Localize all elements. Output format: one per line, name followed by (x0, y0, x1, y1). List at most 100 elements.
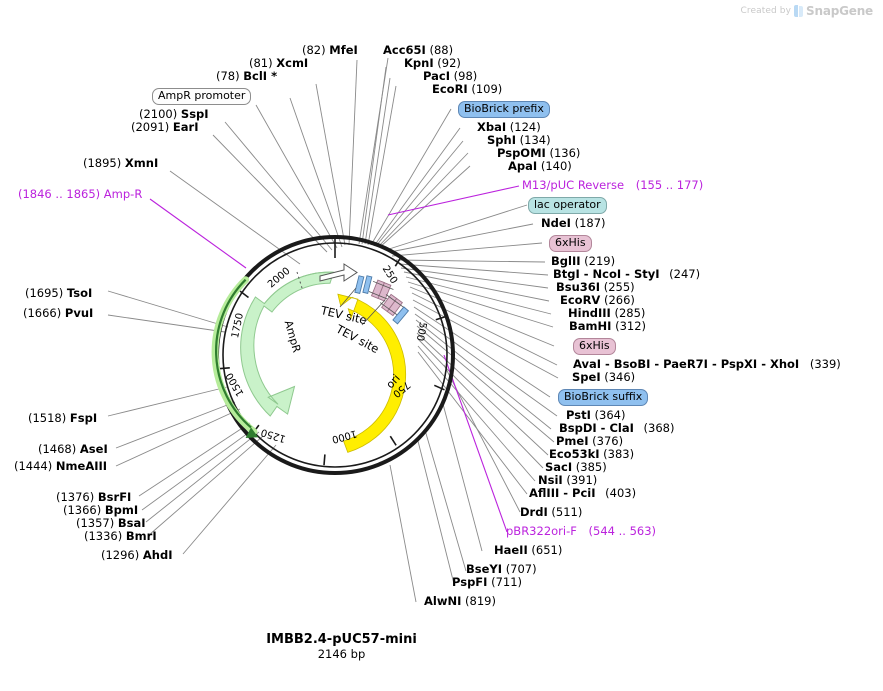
enzyme-label-haeii: HaeII (651) (494, 543, 562, 557)
primer-label-pbr322ori-f: pBR322ori-F (544 .. 563) (506, 524, 657, 538)
small-feature-blocks (354, 275, 410, 325)
enzyme-position: (1444) (14, 459, 53, 473)
enzyme-label-pspomi: PspOMI (136) (497, 146, 581, 160)
enzyme-label-btgi-ncoi-styi: BtgI - NcoI - StyI (247) (553, 267, 701, 281)
enzyme-label-bsai: (1357) BsaI (76, 516, 146, 530)
enzyme-position: (1357) (76, 516, 115, 530)
primer-position: (155 .. 177) (635, 178, 704, 192)
enzyme-label-pspfi: PspFI (711) (452, 575, 522, 589)
enzyme-position: (136) (549, 146, 581, 160)
feature-label-lac-operator[interactable]: lac operator (528, 197, 607, 214)
enzyme-label-sspi: (2100) SspI (139, 107, 209, 121)
snapgene-logo-icon (794, 5, 803, 17)
enzyme-position: (92) (437, 56, 461, 70)
feature-label-biobrick-suffix[interactable]: BioBrick suffix (558, 389, 649, 406)
enzyme-label-saci: SacI (385) (545, 460, 607, 474)
enzyme-label-xcmi: (81) XcmI (249, 57, 308, 70)
enzyme-position: (109) (471, 82, 503, 96)
ampr-cds-arrow (240, 271, 335, 417)
enzyme-name: SspI (180, 107, 209, 121)
enzyme-position: (1895) (83, 156, 122, 170)
enzyme-name: PspOMI (497, 146, 546, 160)
enzyme-name: BspDI - ClaI (559, 421, 634, 435)
feature-label-biobrick-prefix[interactable]: BioBrick prefix (458, 101, 550, 118)
enzyme-label-eari: (2091) EarI (131, 120, 199, 134)
enzyme-name: NdeI (541, 216, 571, 230)
enzyme-label-fspi: (1518) FspI (28, 412, 97, 425)
enzyme-position: (78) (216, 69, 240, 83)
enzyme-position: (511) (551, 505, 583, 519)
enzyme-name: BclI * (243, 69, 278, 83)
enzyme-name: SacI (545, 460, 573, 474)
enzyme-position: (98) (453, 69, 478, 83)
feature-label-ampr-promoter[interactable]: AmpR promoter (152, 88, 252, 105)
primer-name: M13/pUC Reverse (522, 178, 625, 192)
enzyme-label-hindiii: HindIII (285) (568, 307, 645, 320)
enzyme-name: Eco53kI (549, 447, 600, 461)
enzyme-position: (346) (604, 370, 636, 384)
enzyme-name: Acc65I (383, 43, 426, 57)
enzyme-position: (707) (505, 562, 537, 576)
enzyme-label-bspdi-clai: BspDI - ClaI (368) (559, 421, 675, 435)
primer-position: (1846 .. 1865) (18, 187, 101, 201)
enzyme-position: (1336) (84, 529, 123, 543)
feature-label-6xhis-2[interactable]: 6xHis (573, 338, 616, 355)
ori-cds-arrow (337, 293, 407, 453)
enzyme-name: HaeII (494, 543, 528, 557)
feature-label-6xhis-1[interactable]: 6xHis (549, 235, 592, 252)
enzyme-name: PstI (566, 408, 591, 422)
enzyme-name: EcoRV (560, 293, 601, 307)
enzyme-position: (1296) (101, 548, 140, 562)
enzyme-name: BseYI (466, 562, 503, 576)
enzyme-label-bmri: (1336) BmrI (84, 529, 157, 543)
enzyme-label-asei: (1468) AseI (38, 442, 108, 456)
enzyme-name: EarI (172, 120, 199, 134)
enzyme-position: (2100) (139, 107, 178, 121)
enzyme-name: DrdI (520, 505, 548, 519)
enzyme-label-ecorv: EcoRV (266) (560, 293, 635, 307)
enzyme-label-bcli: (78) BclI * (216, 69, 278, 83)
enzyme-name: AseI (79, 442, 108, 456)
tev-site-leaders (339, 287, 386, 326)
enzyme-position: (266) (604, 293, 635, 307)
enzyme-label-acc65i: Acc65I (88) (383, 43, 454, 57)
enzyme-label-bsrfi: (1376) BsrFI (56, 491, 131, 504)
enzyme-position: (134) (519, 133, 551, 147)
enzyme-label-afliii-pcii: AflIII - PciI (403) (529, 487, 636, 500)
leader-line-m13-primer (387, 185, 520, 216)
enzyme-position: (368) (643, 421, 675, 435)
ampr-outer-annotation-arc (211, 276, 259, 438)
enzyme-label-mfei: (82) MfeI (302, 44, 358, 57)
leader-lines-bottom-right (389, 403, 483, 603)
enzyme-label-psti: PstI (364) (566, 408, 626, 422)
enzyme-position: (391) (566, 473, 598, 487)
primer-name: pBR322ori-F (506, 524, 577, 538)
enzyme-name: BamHI (569, 319, 612, 333)
enzyme-label-bsu36i: Bsu36I (255) (556, 281, 635, 294)
enzyme-position: (88) (429, 43, 454, 57)
enzyme-position: (819) (465, 594, 496, 608)
enzyme-name: PacI (423, 69, 450, 83)
enzyme-name: PspFI (452, 575, 488, 589)
enzyme-name: NmeAIII (55, 459, 108, 473)
plasmid-size: 2146 bp (317, 647, 366, 661)
enzyme-label-spei: SpeI (346) (572, 370, 636, 384)
primer-position: (544 .. 563) (588, 524, 657, 538)
enzyme-label-drdi: DrdI (511) (520, 505, 583, 519)
enzyme-label-bseyi: BseYI (707) (466, 562, 537, 576)
enzyme-position: (247) (669, 267, 701, 281)
enzyme-name: BsaI (117, 516, 146, 530)
enzyme-name: PmeI (556, 434, 589, 448)
enzyme-position: (364) (594, 408, 626, 422)
enzyme-label-alwni: AlwNI (819) (424, 594, 496, 608)
enzyme-position: (312) (615, 319, 647, 333)
enzyme-name: KpnI (404, 56, 434, 70)
enzyme-position: (140) (540, 159, 572, 173)
enzyme-name: PvuI (64, 306, 94, 320)
enzyme-name: TsoI (66, 286, 93, 300)
enzyme-position: (187) (574, 216, 606, 230)
enzyme-position: (1468) (38, 442, 77, 456)
enzyme-position: (1695) (25, 286, 64, 300)
enzyme-label-bglii: BglII (219) (551, 255, 615, 268)
